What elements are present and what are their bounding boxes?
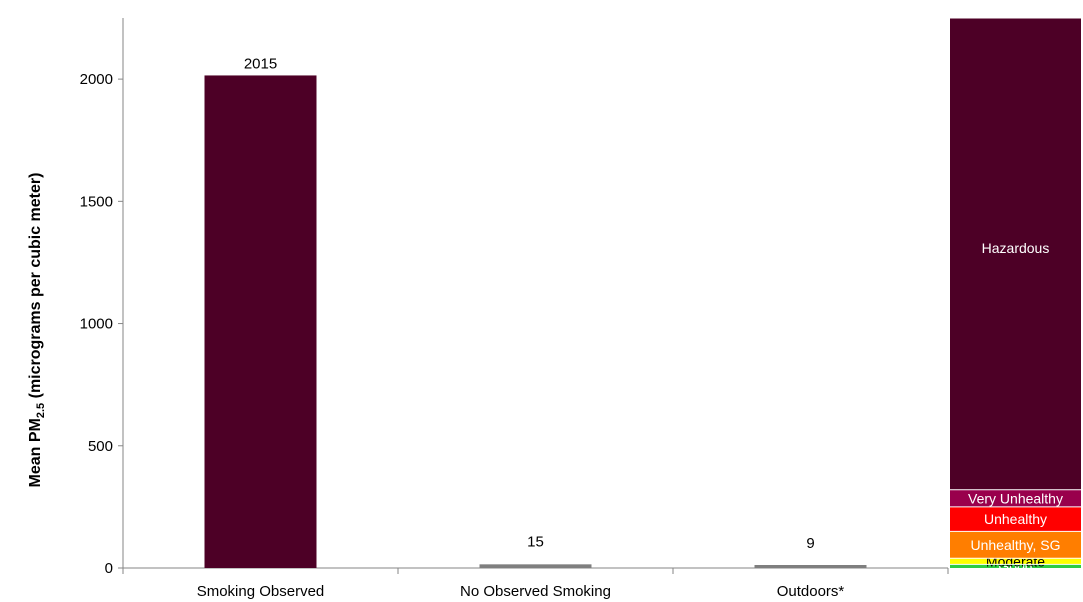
y-tick-label: 500 xyxy=(88,438,113,455)
y-tick-label: 1000 xyxy=(80,316,113,333)
aqi-band xyxy=(950,531,1081,559)
y-axis-label-main: Mean PM xyxy=(27,418,44,487)
bar xyxy=(204,75,317,568)
aqi-band-label: Unhealthy, SG xyxy=(970,537,1060,553)
data-label: 9 xyxy=(806,535,814,552)
aqi-band xyxy=(950,18,1081,490)
category-label: Outdoors* xyxy=(777,583,845,600)
y-tick-label: 0 xyxy=(105,560,113,577)
y-axis-label: Mean PM2.5 (micrograms per cubic meter) xyxy=(27,173,47,488)
aqi-band xyxy=(950,489,1081,507)
aqi-band xyxy=(950,564,1081,568)
bars: 2015 Smoking Observed 15 No Observed Smokin… xyxy=(197,55,867,600)
data-label: 2015 xyxy=(244,55,277,72)
aqi-band xyxy=(950,558,1081,565)
aqi-band-label: Very Unhealthy xyxy=(968,490,1063,506)
bar xyxy=(479,564,592,568)
y-axis-label-subscript: 2.5 xyxy=(35,403,47,418)
category-label: No Observed Smoking xyxy=(460,583,611,600)
aqi-band xyxy=(950,506,1081,532)
data-label: 15 xyxy=(527,533,544,550)
aqi-band-label: Hazardous xyxy=(982,240,1050,256)
y-tick-label: 1500 xyxy=(80,193,113,210)
y-axis-label-rest: (micrograms per cubic meter) xyxy=(27,173,44,403)
bar xyxy=(754,565,867,568)
category-label: Smoking Observed xyxy=(197,583,325,600)
y-tick-label: 2000 xyxy=(80,71,113,88)
aqi-band-label: Unhealthy xyxy=(984,511,1047,527)
